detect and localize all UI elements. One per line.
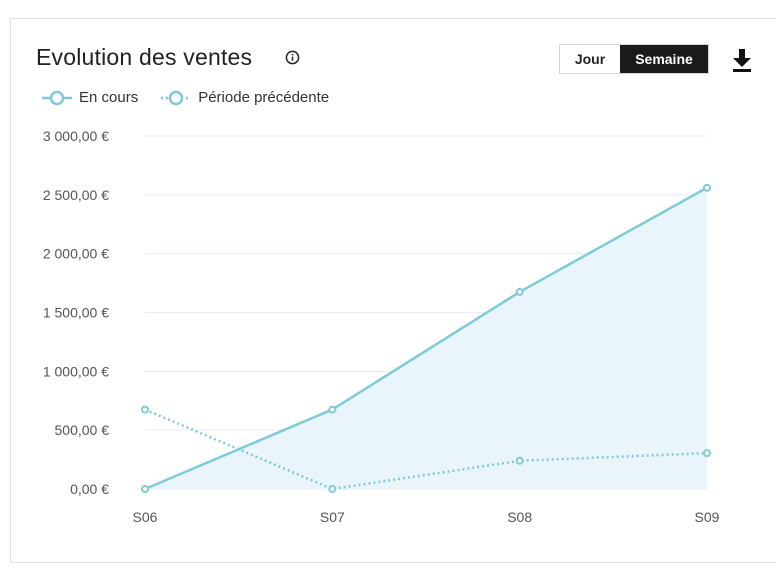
data-point [703, 183, 711, 192]
info-icon[interactable] [285, 50, 300, 65]
y-tick-label: 2 000,00 € [43, 246, 109, 262]
series-area [145, 187, 707, 490]
y-tick-label: 2 500,00 € [43, 187, 109, 203]
x-tick-label: S09 [695, 509, 720, 525]
y-tick-label: 1 500,00 € [43, 305, 109, 321]
legend-item-en-cours[interactable]: En cours [41, 89, 138, 106]
data-point [328, 485, 337, 493]
chart-title: Evolution des ventes [36, 44, 253, 70]
data-point [515, 456, 524, 465]
y-tick-label: 500,00 € [55, 422, 110, 438]
series-line [144, 408, 708, 491]
period-toggle: Jour Semaine [559, 44, 709, 74]
x-tick-label: S06 [133, 509, 158, 525]
x-tick-label: S08 [507, 509, 532, 525]
toggle-semaine-button[interactable]: Semaine [620, 45, 708, 73]
legend-label: Période précédente [198, 89, 330, 106]
legend-item-periode-precedente[interactable]: Période précédente [160, 89, 329, 106]
legend-label: En cours [79, 89, 139, 106]
legend-solid-marker-icon [42, 90, 72, 105]
data-point [141, 405, 149, 414]
chart-legend: En cours Période précédente [41, 89, 351, 106]
data-point [141, 485, 149, 493]
x-tick-label: S07 [320, 509, 345, 525]
data-point [515, 287, 524, 296]
data-point [328, 405, 337, 414]
y-tick-label: 1 000,00 € [43, 363, 109, 379]
y-tick-label: 0,00 € [70, 481, 109, 497]
legend-dotted-marker-icon [161, 90, 192, 105]
toggle-jour-button[interactable]: Jour [560, 45, 620, 73]
download-icon[interactable] [731, 47, 753, 73]
data-point [703, 449, 711, 458]
y-tick-label: 3 000,00 € [43, 128, 109, 144]
